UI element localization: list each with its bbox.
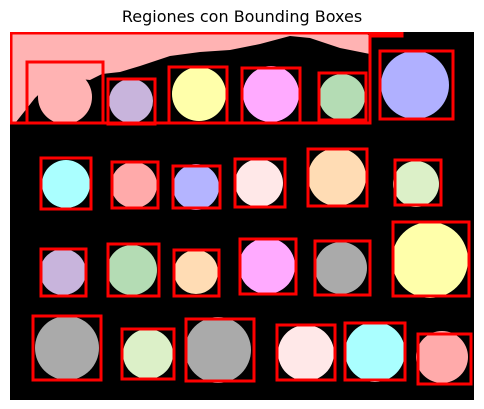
bounding-box xyxy=(184,317,256,383)
circle-region xyxy=(40,249,86,295)
bounding-box xyxy=(393,158,443,207)
bounding-box xyxy=(233,157,287,209)
circle-region xyxy=(173,164,219,210)
bounding-box xyxy=(172,248,221,298)
circle-region xyxy=(111,162,157,208)
bounding-box xyxy=(167,65,229,125)
circle-region xyxy=(172,67,226,121)
circle-region xyxy=(42,160,90,208)
bounding-box xyxy=(275,323,337,382)
bounding-box xyxy=(391,220,471,298)
bounding-box xyxy=(240,66,302,125)
top-pink-region xyxy=(11,33,370,122)
circle-region xyxy=(107,245,157,295)
bounding-box xyxy=(343,321,407,382)
bounding-box xyxy=(25,60,105,125)
bounding-box xyxy=(120,327,176,381)
circle-region xyxy=(239,238,295,294)
circle-region xyxy=(35,316,99,380)
circle-region xyxy=(38,70,92,124)
segmentation-image xyxy=(10,32,474,400)
circle-region xyxy=(243,66,299,122)
circle-region xyxy=(308,148,366,206)
bounding-box xyxy=(171,164,222,210)
circle-region xyxy=(392,222,468,298)
bounding-box xyxy=(416,332,473,386)
bounding-box xyxy=(39,156,93,211)
bounding-box xyxy=(238,237,298,296)
circle-region xyxy=(185,317,251,383)
circle-region xyxy=(278,325,334,381)
bounding-box xyxy=(368,32,404,38)
circle-region xyxy=(315,242,367,294)
circle-region xyxy=(416,331,468,383)
bounding-box xyxy=(317,71,368,122)
figure-title: Regiones con Bounding Boxes xyxy=(121,7,363,26)
bounding-box xyxy=(306,147,369,208)
circle-region xyxy=(393,161,439,207)
bounding-box xyxy=(106,242,161,298)
bounding-box xyxy=(313,239,372,297)
region-layer xyxy=(11,33,468,383)
bounding-box-layer xyxy=(10,32,473,386)
circle-region xyxy=(345,322,405,382)
circle-region xyxy=(235,159,283,207)
circle-region xyxy=(123,329,173,379)
bounding-box xyxy=(378,49,455,121)
circle-region xyxy=(109,79,153,123)
circle-region xyxy=(319,74,365,120)
bounding-box xyxy=(31,314,103,382)
bounding-box xyxy=(106,77,157,126)
circle-region xyxy=(381,51,449,119)
bounding-box xyxy=(110,160,160,210)
bounding-box xyxy=(39,247,88,298)
circle-region xyxy=(174,250,218,294)
